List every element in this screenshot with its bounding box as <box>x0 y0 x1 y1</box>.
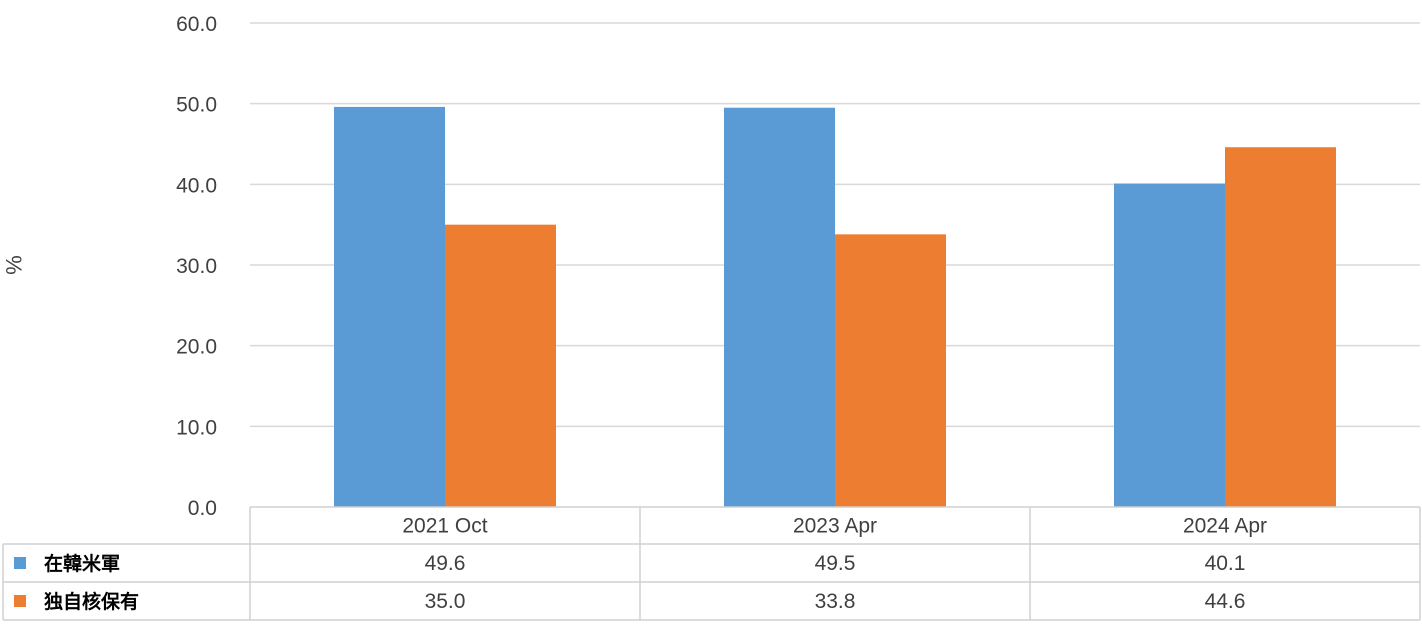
legend-label: 独自核保有 <box>44 590 139 613</box>
y-tick-label: 10.0 <box>176 416 217 439</box>
bar-series2-1 <box>835 234 946 507</box>
x-tick-label: 2023 Apr <box>793 515 877 538</box>
x-tick-label: 2021 Oct <box>402 515 487 538</box>
bars <box>334 106 1336 507</box>
y-tick-label: 30.0 <box>176 255 217 278</box>
legend-label: 在韓米軍 <box>44 552 120 575</box>
y-axis-label: % <box>1 255 26 275</box>
y-tick-label: 40.0 <box>176 174 217 197</box>
y-axis-ticks: 0.0 10.0 20.0 30.0 40.0 50.0 60.0 <box>176 13 217 520</box>
y-tick-label: 0.0 <box>188 497 217 520</box>
legend-swatch <box>14 595 26 607</box>
data-label: 49.5 <box>815 552 856 575</box>
legend-swatch <box>14 557 26 569</box>
bar-series1-0 <box>334 106 445 507</box>
bar-series2-0 <box>445 224 556 507</box>
data-table: 2021 Oct 2023 Apr 2024 Apr 在韓米軍 49.6 49.5 40.1… <box>2 506 1421 621</box>
y-tick-label: 20.0 <box>176 336 217 359</box>
data-label: 35.0 <box>425 590 466 613</box>
bar-series2-2 <box>1225 147 1336 507</box>
y-tick-label: 50.0 <box>176 94 217 117</box>
data-label: 44.6 <box>1205 590 1246 613</box>
x-tick-label: 2024 Apr <box>1183 515 1267 538</box>
y-tick-label: 60.0 <box>176 13 217 36</box>
bar-series1-2 <box>1114 183 1225 507</box>
data-label: 49.6 <box>425 552 466 575</box>
data-label: 33.8 <box>815 590 856 613</box>
bar-series1-1 <box>724 107 835 507</box>
data-label: 40.1 <box>1205 552 1246 575</box>
